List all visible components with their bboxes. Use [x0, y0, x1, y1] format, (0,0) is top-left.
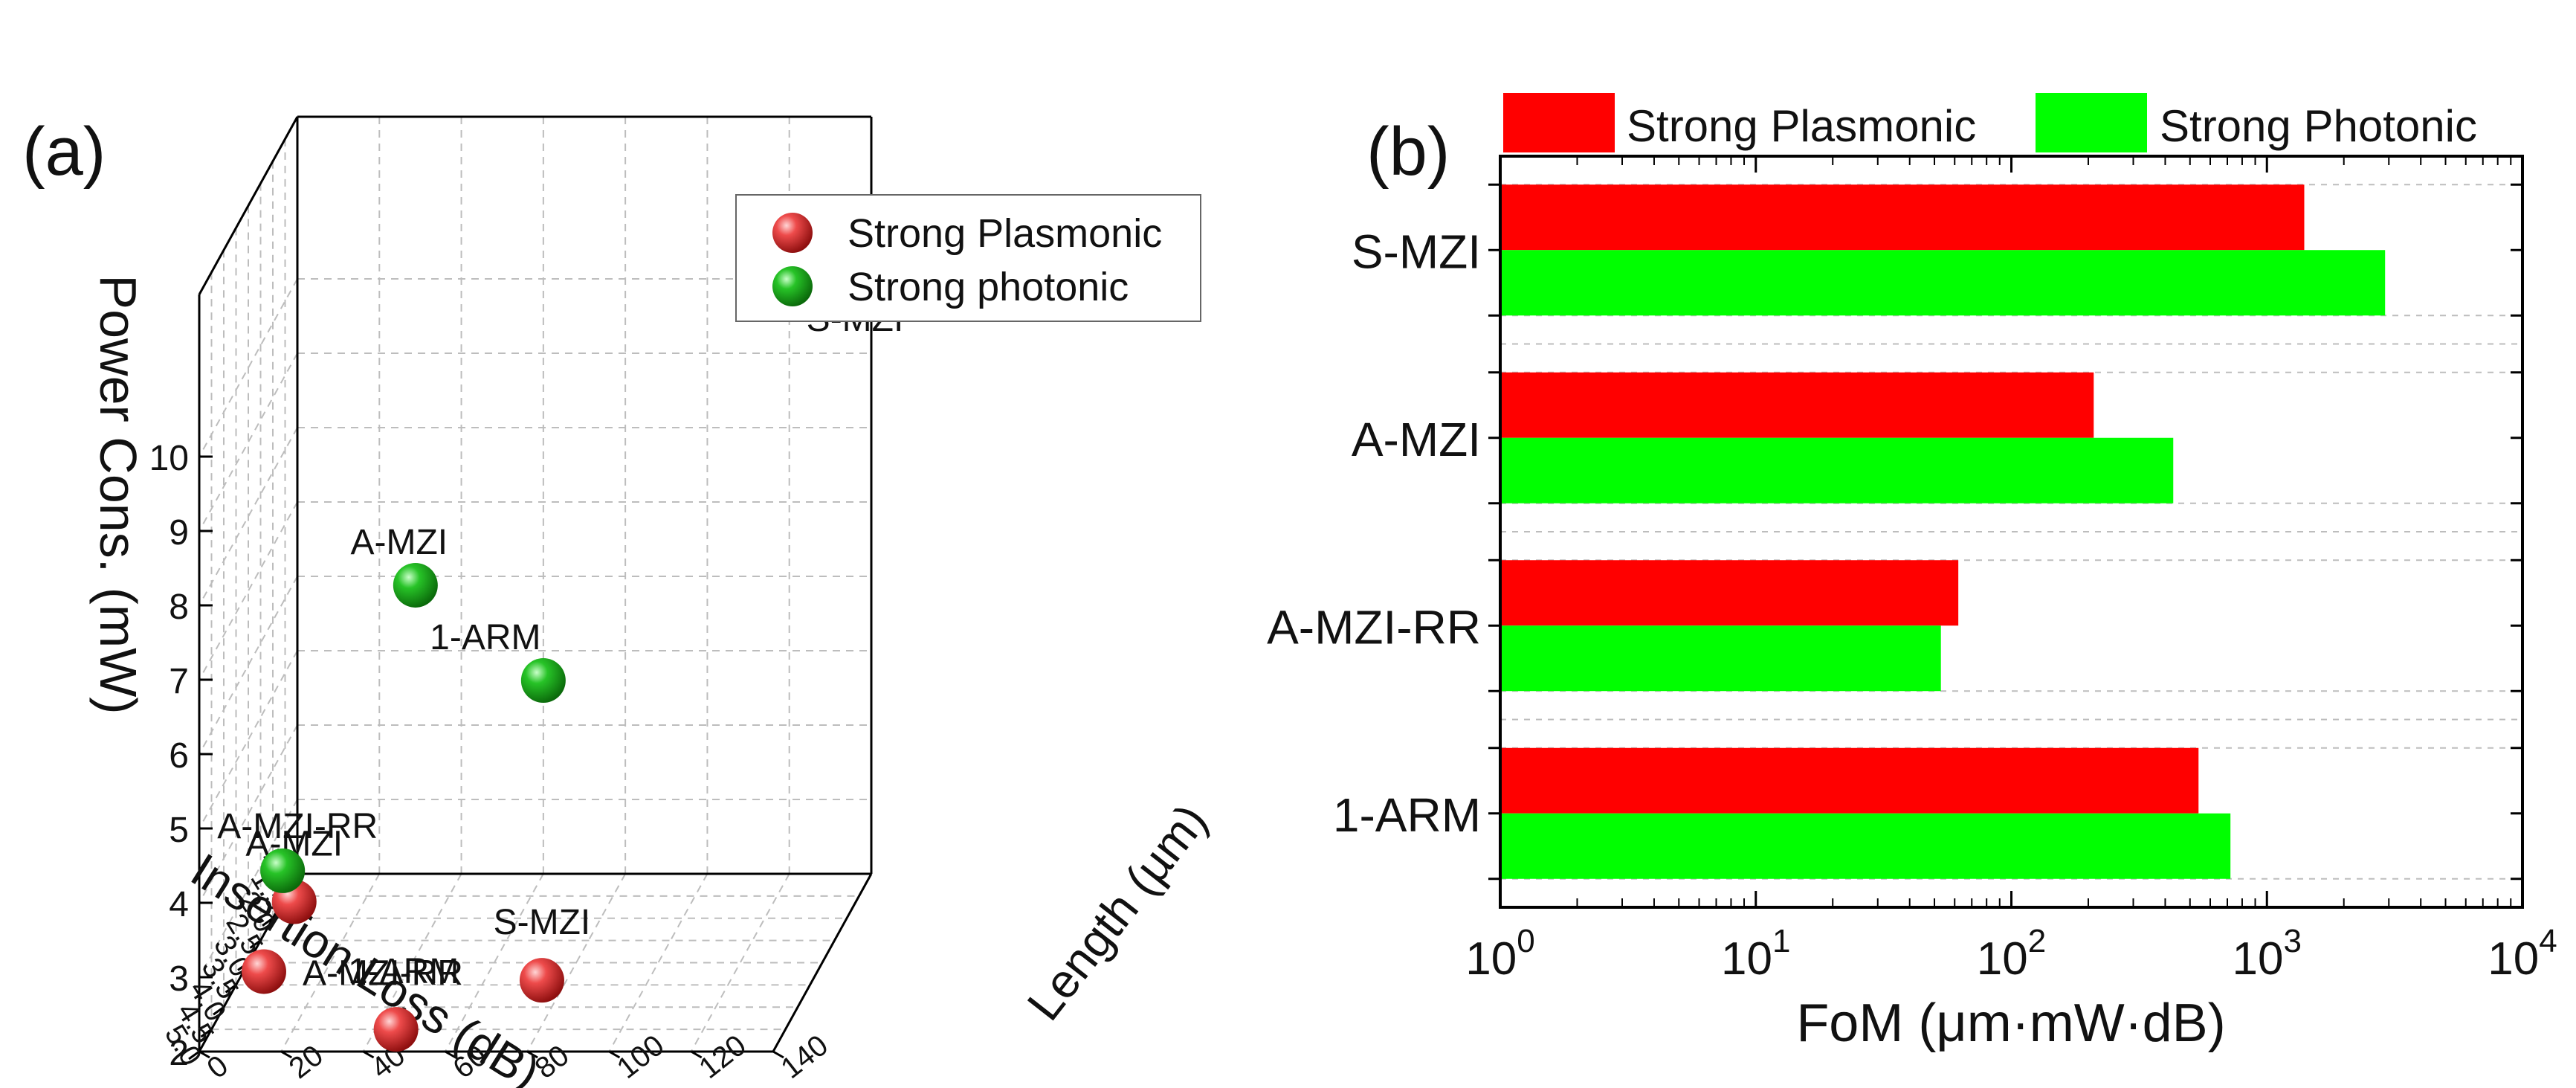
point-label: S-MZI	[494, 903, 591, 942]
z-axis-ticks: 2 3 4 5 6 7 8 9 10	[149, 439, 213, 1073]
x-tick	[225, 984, 237, 994]
axis-edge	[198, 116, 299, 295]
y-tick-label: 100	[611, 1029, 671, 1085]
panel-b-bars	[1500, 184, 2386, 879]
z-axis-title: Power Cons. (mW)	[89, 274, 147, 714]
y-tick-label: 140	[775, 1029, 834, 1085]
z-tick-label: 3	[169, 959, 189, 999]
bar	[1500, 184, 2305, 251]
grid-line	[690, 873, 790, 1052]
scatter-point	[519, 958, 564, 1003]
bar	[1500, 372, 2094, 438]
bar	[1500, 625, 1941, 692]
scatter-point	[393, 562, 438, 608]
y-tick-label: 0	[201, 1049, 234, 1085]
point-label: 1-ARM	[430, 618, 540, 657]
scatter-point	[520, 658, 566, 703]
legend-swatch-plasmonic	[1503, 93, 1615, 152]
y-tick	[362, 1050, 375, 1059]
grid-line	[362, 873, 462, 1052]
panel-b-label: (b)	[1366, 114, 1450, 190]
category-label: A-MZI	[1352, 413, 1481, 466]
grid-line	[198, 799, 298, 978]
legend-marker-plasmonic	[772, 213, 813, 253]
y-tick	[772, 1050, 784, 1059]
z-tick-label: 7	[169, 662, 189, 701]
grid-line	[198, 353, 298, 532]
bar	[1500, 437, 2174, 503]
x-axis-title-b: FoM (μm·mW·dB)	[1796, 994, 2225, 1053]
x-tick	[200, 1028, 213, 1038]
legend-marker-photonic	[772, 266, 813, 306]
grid-line	[444, 873, 544, 1052]
bar	[1500, 560, 1959, 626]
x-axis-ticks-b: 100 101 102 103 104	[1465, 156, 2557, 985]
point-label: A-MZI-RR	[217, 807, 378, 846]
y-tick	[445, 1050, 456, 1059]
panel-a-grid	[198, 117, 872, 1052]
legend-label-plasmonic-b: Strong Plasmonic	[1627, 101, 1976, 151]
grid-line	[198, 650, 298, 829]
scatter-point	[373, 1007, 419, 1052]
legend-label-plasmonic: Strong Plasmonic	[848, 211, 1162, 256]
scatter-point	[260, 848, 306, 893]
scatter-point	[241, 949, 286, 994]
y-tick	[526, 1050, 538, 1059]
point-label: A-MZI-RR	[303, 953, 463, 993]
panel-a-legend: Strong Plasmonic Strong photonic	[735, 194, 1201, 322]
y-axis-title: Length (µm)	[1017, 794, 1218, 1030]
category-labels: S-MZI A-MZI A-MZI-RR 1-ARM	[1267, 183, 2522, 881]
x-tick	[188, 1050, 200, 1060]
z-tick-label: 5	[169, 811, 189, 850]
legend-box	[735, 194, 1201, 322]
grid-line	[526, 873, 627, 1052]
y-tick	[690, 1050, 703, 1059]
z-tick-label: 9	[169, 513, 189, 553]
z-tick-label: 4	[169, 885, 189, 924]
x-tick	[262, 917, 274, 927]
z-tick-label: 2	[169, 1034, 189, 1073]
y-tick	[280, 1050, 293, 1059]
panel-b-bar-chart: (b) Strong Plasmonic Strong Photonic S-M…	[1267, 93, 2557, 1053]
z-tick-label: 8	[169, 588, 189, 627]
panel-b-legend: Strong Plasmonic Strong Photonic	[1503, 93, 2477, 152]
x-tick-label-b: 100	[1465, 923, 1534, 985]
grid-line	[198, 427, 298, 606]
axis-edge	[772, 873, 873, 1052]
panel-a-label: (a)	[22, 114, 106, 190]
category-label: S-MZI	[1352, 225, 1481, 278]
grid-line	[608, 873, 708, 1052]
z-tick-label: 6	[169, 736, 189, 776]
grid-line	[198, 501, 298, 680]
grid-line	[198, 724, 298, 904]
grid-line	[198, 278, 298, 457]
legend-label-photonic-b: Strong Photonic	[2160, 101, 2477, 151]
x-tick-label-b: 104	[2488, 923, 2557, 985]
x-tick	[213, 1006, 225, 1016]
legend-swatch-photonic	[2036, 93, 2147, 152]
grid-line	[198, 576, 298, 755]
category-label: 1-ARM	[1333, 788, 1481, 842]
x-tick-label-b: 103	[2233, 923, 2302, 985]
bar	[1500, 250, 2386, 316]
x-tick	[249, 939, 262, 949]
x-tick-label-b: 102	[1977, 923, 2046, 985]
bar	[1500, 813, 2231, 879]
category-label: A-MZI-RR	[1267, 600, 1481, 654]
point-label: A-MZI	[351, 523, 448, 562]
legend-label-photonic: Strong photonic	[848, 265, 1129, 309]
y-tick-label: 120	[693, 1029, 752, 1085]
y-tick-label: 20	[283, 1039, 329, 1085]
x-tick-label-b: 101	[1721, 923, 1790, 985]
z-tick-label: 10	[149, 439, 189, 478]
y-tick	[608, 1050, 621, 1059]
grid-line	[280, 873, 381, 1052]
point-label: 1-ARM	[348, 952, 459, 991]
bar	[1500, 747, 2199, 814]
y-tick	[198, 1050, 210, 1059]
